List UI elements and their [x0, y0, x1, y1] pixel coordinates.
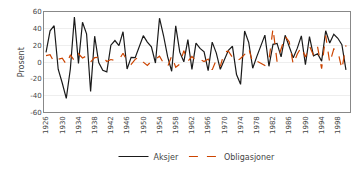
svg-text:1978: 1978 — [253, 116, 261, 134]
svg-text:20: 20 — [33, 42, 42, 50]
svg-text:40: 40 — [33, 25, 42, 33]
svg-text:1938: 1938 — [91, 116, 99, 134]
svg-text:1930: 1930 — [59, 116, 67, 134]
svg-text:1958: 1958 — [172, 116, 180, 134]
svg-text:1934: 1934 — [75, 116, 83, 134]
svg-text:0: 0 — [37, 59, 41, 67]
svg-text:Obligasjoner: Obligasjoner — [224, 153, 275, 162]
svg-text:1986: 1986 — [285, 116, 293, 134]
svg-text:1954: 1954 — [156, 116, 164, 134]
svg-text:1966: 1966 — [204, 116, 212, 134]
svg-text:1998: 1998 — [334, 116, 342, 134]
svg-text:Aksjer: Aksjer — [154, 153, 179, 162]
svg-text:Prosent: Prosent — [17, 47, 26, 77]
svg-text:1990: 1990 — [302, 116, 310, 134]
svg-text:-60: -60 — [30, 109, 41, 117]
svg-text:60: 60 — [33, 8, 42, 16]
svg-text:1970: 1970 — [221, 116, 229, 134]
svg-text:1946: 1946 — [123, 116, 131, 134]
svg-text:1942: 1942 — [107, 116, 115, 134]
svg-text:1982: 1982 — [269, 116, 277, 134]
svg-text:1926: 1926 — [42, 116, 50, 134]
svg-text:1962: 1962 — [188, 116, 196, 134]
svg-text:-40: -40 — [30, 92, 41, 100]
svg-text:1994: 1994 — [318, 116, 326, 134]
svg-text:1950: 1950 — [140, 116, 148, 134]
svg-text:1974: 1974 — [237, 116, 245, 134]
svg-text:-20: -20 — [30, 75, 41, 83]
